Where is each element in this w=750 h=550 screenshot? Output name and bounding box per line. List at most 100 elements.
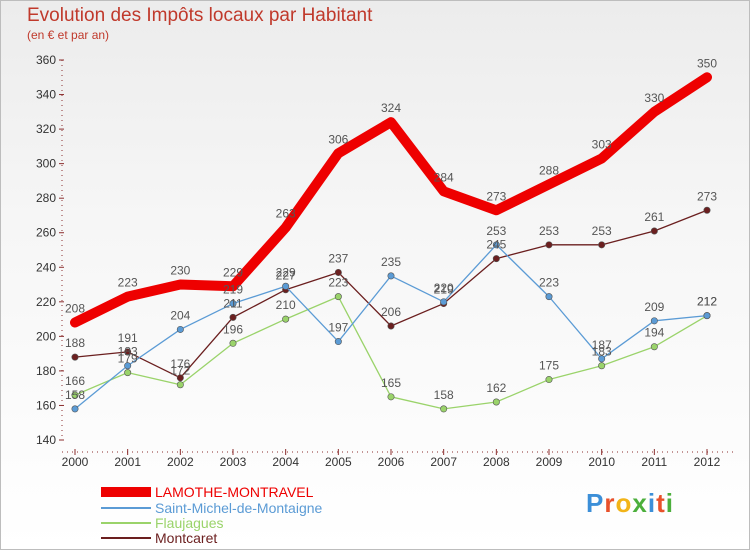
legend-label: Flaujagues: [155, 515, 224, 531]
logo-letter: o: [615, 488, 633, 518]
data-point: [124, 348, 132, 356]
data-label: 208: [65, 302, 85, 316]
data-label: 183: [118, 345, 138, 359]
data-point: [124, 369, 132, 377]
data-label: 220: [434, 281, 454, 295]
chart-title: Evolution des Impôts locaux par Habitant: [27, 5, 373, 26]
data-point: [71, 405, 79, 413]
data-label: 223: [539, 276, 559, 290]
chart-subtitle: (en € et par an): [27, 28, 110, 42]
data-point: [387, 322, 395, 330]
series-layer: [70, 72, 712, 413]
logo-letter: i: [647, 488, 657, 518]
data-label: 263: [276, 207, 296, 221]
data-label: 210: [276, 298, 296, 312]
data-label: 187: [592, 338, 612, 352]
x-tick-label: 2008: [483, 455, 510, 469]
data-label: 253: [486, 224, 506, 238]
data-label: 191: [118, 331, 138, 345]
data-point: [334, 268, 342, 276]
data-point: [334, 293, 342, 301]
data-label: 223: [118, 276, 138, 290]
data-label: 230: [170, 264, 190, 278]
data-label: 175: [539, 359, 559, 373]
data-label: 306: [328, 132, 348, 146]
data-point: [229, 300, 237, 308]
legend-label: Saint-Michel-de-Montaigne: [155, 500, 323, 516]
logo-letter: x: [632, 488, 648, 518]
data-point: [282, 282, 290, 290]
legend-label: Montcaret: [155, 530, 217, 546]
data-label: 194: [644, 326, 664, 340]
x-tick-label: 2010: [588, 455, 615, 469]
data-point: [334, 338, 342, 346]
data-label: 350: [697, 56, 717, 70]
data-point: [440, 298, 448, 306]
x-tick-label: 2002: [167, 455, 194, 469]
logo-letter: t: [656, 488, 666, 518]
data-label: 212: [697, 295, 717, 309]
data-point: [176, 374, 184, 382]
chart-axes: 140 160 180 200 220 240 260 280 300 320 340 360 2000…: [36, 53, 735, 469]
data-label: 206: [381, 305, 401, 319]
series-line: [74, 209, 708, 379]
x-tick-label: 2006: [378, 455, 405, 469]
data-label: 245: [486, 238, 506, 252]
logo-letter: i: [665, 488, 674, 518]
data-point: [176, 325, 184, 333]
data-label: 172: [170, 364, 190, 378]
y-tick-label: 160: [36, 398, 56, 412]
data-point: [650, 343, 658, 351]
y-tick-label: 340: [36, 88, 56, 102]
data-label: 229: [223, 265, 243, 279]
y-tick-label: 240: [36, 260, 56, 274]
x-tick-label: 2003: [220, 455, 247, 469]
data-label: 158: [65, 388, 85, 402]
data-label: 324: [381, 101, 401, 115]
data-point: [229, 339, 237, 347]
data-point: [650, 227, 658, 235]
data-label: 162: [486, 381, 506, 395]
y-tick-label: 220: [36, 295, 56, 309]
data-point: [703, 312, 711, 320]
data-label: 253: [592, 224, 612, 238]
data-label: 273: [486, 189, 506, 203]
x-tick-label: 2001: [114, 455, 141, 469]
data-label: 165: [381, 376, 401, 390]
data-label: 284: [434, 170, 454, 184]
y-tick-label: 200: [36, 329, 56, 343]
data-point: [440, 405, 448, 413]
logo-letter: P: [586, 488, 605, 518]
data-point: [598, 355, 606, 363]
data-label: 273: [697, 189, 717, 203]
data-point: [387, 272, 395, 280]
data-label: 188: [65, 336, 85, 350]
data-label: 197: [328, 321, 348, 335]
data-point: [229, 313, 237, 321]
y-tick-label: 360: [36, 53, 56, 67]
data-label: 166: [65, 374, 85, 388]
y-tick-label: 180: [36, 364, 56, 378]
y-tick-label: 320: [36, 122, 56, 136]
data-label: 237: [328, 251, 348, 265]
logo-letter: r: [604, 488, 616, 518]
data-label: 261: [644, 210, 664, 224]
data-label: 176: [170, 357, 190, 371]
data-label: 183: [592, 345, 612, 359]
x-tick-label: 2012: [694, 455, 721, 469]
x-tick-label: 2007: [430, 455, 457, 469]
data-label: 303: [592, 137, 612, 151]
data-point: [650, 317, 658, 325]
data-label: 158: [434, 388, 454, 402]
x-tick-label: 2011: [641, 455, 667, 469]
data-label: 212: [697, 295, 717, 309]
data-point: [387, 393, 395, 401]
data-label: 209: [644, 300, 664, 314]
data-label: 253: [539, 224, 559, 238]
data-point: [71, 391, 79, 399]
data-point: [703, 206, 711, 214]
data-label: 330: [644, 91, 664, 105]
data-point: [71, 353, 79, 361]
